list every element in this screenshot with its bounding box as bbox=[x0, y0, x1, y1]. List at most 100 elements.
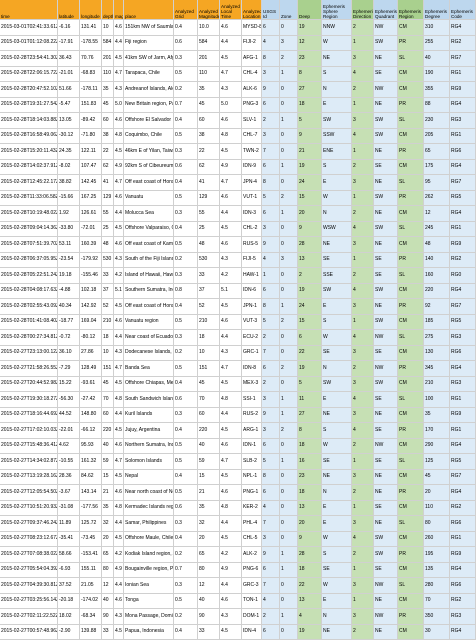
cell: SSI-1 bbox=[242, 392, 262, 408]
cell: CM bbox=[398, 469, 424, 485]
cell: 8 bbox=[298, 66, 322, 82]
cell: 3 bbox=[352, 376, 374, 392]
cell: 0.7 bbox=[174, 97, 198, 113]
cell: 0.3 bbox=[174, 51, 198, 67]
cell: 0 bbox=[280, 175, 298, 191]
cell: 2015-02-27T00:57:48.96Z bbox=[0, 624, 58, 640]
cell: 3 bbox=[262, 531, 280, 547]
cell: 2 bbox=[280, 423, 298, 439]
cell: RG4 bbox=[450, 206, 476, 222]
cell: 290 bbox=[424, 438, 450, 454]
cell: 2015-02-27T12:05:54.50Z bbox=[0, 485, 58, 501]
cell: 65 bbox=[102, 547, 114, 563]
cell: 4.5 bbox=[114, 624, 124, 640]
cell: 0 bbox=[280, 593, 298, 609]
cell: RG9 bbox=[450, 237, 476, 253]
cell: 4.6 bbox=[114, 190, 124, 206]
cell: 129 bbox=[198, 190, 220, 206]
cell: 5.1 bbox=[114, 283, 124, 299]
cell: ALK-2 bbox=[242, 547, 262, 563]
cell: 0.4 bbox=[174, 376, 198, 392]
cell: 0.4 bbox=[174, 20, 198, 36]
cell: Off east coast of Kamchatka bbox=[124, 237, 174, 253]
cell: CM bbox=[398, 376, 424, 392]
cell: PR bbox=[398, 609, 424, 625]
cell: 2 bbox=[352, 268, 374, 284]
cell: 230 bbox=[424, 113, 450, 129]
cell: 4.4 bbox=[220, 330, 242, 346]
cell: 4 bbox=[262, 35, 280, 51]
cell: PHL-4 bbox=[242, 516, 262, 532]
cell: 125 bbox=[424, 454, 450, 470]
cell: 25 bbox=[102, 221, 114, 237]
cell: NW bbox=[374, 609, 398, 625]
cell: 151.83 bbox=[80, 97, 102, 113]
cell: 4.9 bbox=[220, 562, 242, 578]
cell: SE bbox=[374, 392, 398, 408]
cell: 2015-02-28T05:22:51.24Z bbox=[0, 268, 58, 284]
cell: 92 bbox=[424, 299, 450, 315]
cell: 0 bbox=[280, 128, 298, 144]
cell: W bbox=[322, 578, 352, 594]
cell: 143.14 bbox=[80, 485, 102, 501]
cell: 4 bbox=[352, 423, 374, 439]
cell: 1 bbox=[280, 66, 298, 82]
cell: 3 bbox=[352, 578, 374, 594]
cell: 8 bbox=[262, 175, 280, 191]
cell: SW bbox=[322, 376, 352, 392]
cell: 1 bbox=[352, 593, 374, 609]
cell: 0 bbox=[280, 345, 298, 361]
cell: 11.89 bbox=[58, 516, 80, 532]
cell: 1 bbox=[280, 159, 298, 175]
cell: 10.0 bbox=[198, 20, 220, 36]
cell: 52 bbox=[198, 299, 220, 315]
cell: 4.2 bbox=[220, 268, 242, 284]
cell: IDN-6 bbox=[242, 283, 262, 299]
cell: N bbox=[322, 609, 352, 625]
cell: 3 bbox=[352, 51, 374, 67]
cell: 0.3 bbox=[174, 206, 198, 222]
cell: 22 bbox=[298, 578, 322, 594]
cell: 4.3 bbox=[220, 252, 242, 268]
cell: 48 bbox=[102, 237, 114, 253]
cell: Near coast of Ecuador bbox=[124, 330, 174, 346]
cell: 0.4 bbox=[174, 531, 198, 547]
cell: 0.5 bbox=[174, 66, 198, 82]
cell: SE bbox=[374, 500, 398, 516]
cell: RG2 bbox=[450, 593, 476, 609]
cell: CM bbox=[398, 438, 424, 454]
cell: 40 bbox=[102, 593, 114, 609]
cell: 19 bbox=[298, 283, 322, 299]
cell: -4.88 bbox=[58, 283, 80, 299]
cell: 4.5 bbox=[114, 531, 124, 547]
column-header: mag bbox=[114, 0, 124, 20]
cell: 2015-02-27T13:19:28.16Z bbox=[0, 469, 58, 485]
cell: 4.62 bbox=[58, 438, 80, 454]
cell: 21 bbox=[198, 485, 220, 501]
cell: -31.08 bbox=[58, 500, 80, 516]
cell: 0.7 bbox=[174, 562, 198, 578]
cell: S bbox=[322, 314, 352, 330]
cell: 4 bbox=[298, 609, 322, 625]
cell: Offshore Chiapas, Mexico bbox=[124, 376, 174, 392]
cell: 195 bbox=[424, 547, 450, 563]
cell: 37.52 bbox=[58, 578, 80, 594]
cell: 4.5 bbox=[220, 376, 242, 392]
cell: SL bbox=[398, 454, 424, 470]
cell: 6 bbox=[262, 159, 280, 175]
cell: 33 bbox=[198, 268, 220, 284]
cell: 4.5 bbox=[114, 144, 124, 160]
cell: SL bbox=[398, 516, 424, 532]
cell: FIJI-2 bbox=[242, 35, 262, 51]
cell: 9 bbox=[262, 407, 280, 423]
cell: 80 bbox=[198, 562, 220, 578]
cell: 45 bbox=[102, 376, 114, 392]
cell: RG1 bbox=[450, 531, 476, 547]
cell: NNW bbox=[322, 20, 352, 36]
cell: Offshore El Salvador bbox=[124, 113, 174, 129]
cell: 20 bbox=[198, 531, 220, 547]
cell: PR bbox=[398, 97, 424, 113]
column-header: Ephemeris Direction bbox=[352, 0, 374, 20]
cell: 0.4 bbox=[174, 221, 198, 237]
